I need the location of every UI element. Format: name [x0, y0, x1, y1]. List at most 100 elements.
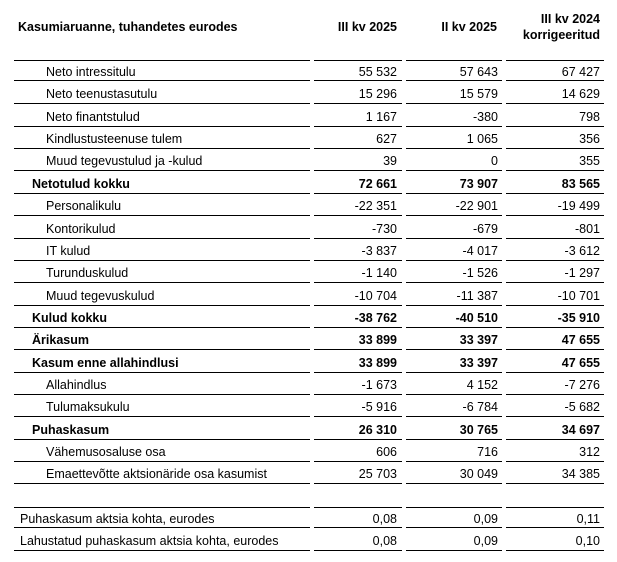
table-row: Muud tegevustulud ja -kulud 39 0 355	[14, 150, 604, 172]
row-label: Personalikulu	[14, 195, 310, 217]
cell-value: 0,09	[406, 507, 502, 528]
cell-value: 0,08	[314, 507, 402, 528]
row-label: Tulumaksukulu	[14, 396, 310, 418]
cell-value: -11 387	[406, 285, 502, 306]
row-label: Kontorikulud	[14, 218, 310, 239]
cell-value: 72 661	[314, 173, 402, 194]
row-label: Neto teenustasutulu	[14, 83, 310, 105]
table-row: Kindlustusteenuse tulem 627 1 065 356	[14, 128, 604, 150]
cell-value: 47 655	[506, 329, 604, 351]
row-label: IT kulud	[14, 240, 310, 261]
table-row: Netotulud kokku 72 661 73 907 83 565	[14, 173, 604, 195]
table-row: Kontorikulud -730 -679 -801	[14, 218, 604, 240]
cell-value: 1 065	[406, 128, 502, 150]
cell-value: -6 784	[406, 396, 502, 418]
cell-value: 33 899	[314, 329, 402, 351]
cell-value: -1 673	[314, 374, 402, 395]
row-label: Neto finantstulud	[14, 106, 310, 127]
cell-value: -380	[406, 106, 502, 127]
row-label: Muud tegevuskulud	[14, 285, 310, 306]
table-row: Puhaskasum aktsia kohta, eurodes 0,08 0,09…	[14, 507, 604, 530]
table-row: Neto intressitulu 55 532 57 643 67 427	[14, 60, 604, 83]
row-label: Lahustatud puhaskasum aktsia kohta, euro…	[14, 530, 310, 551]
cell-value: 33 397	[406, 352, 502, 373]
cell-value: 1 167	[314, 106, 402, 127]
cell-value: -5 916	[314, 396, 402, 418]
cell-value: 33 899	[314, 352, 402, 373]
row-label: Turunduskulud	[14, 262, 310, 284]
cell-value: 47 655	[506, 352, 604, 373]
cell-value: -40 510	[406, 307, 502, 328]
cell-value: 73 907	[406, 173, 502, 194]
column-header: II kv 2025	[441, 20, 497, 34]
cell-value: -4 017	[406, 240, 502, 261]
cell-value: -5 682	[506, 396, 604, 418]
cell-value: -679	[406, 218, 502, 239]
row-label: Muud tegevustulud ja -kulud	[14, 150, 310, 172]
row-label: Kulud kokku	[14, 307, 310, 328]
table-row: Puhaskasum 26 310 30 765 34 697	[14, 419, 604, 441]
cell-value: 14 629	[506, 83, 604, 105]
table-row: Muud tegevuskulud -10 704 -11 387 -10 701	[14, 285, 604, 307]
cell-value: -22 351	[314, 195, 402, 217]
table-row: Kasum enne allahindlusi 33 899 33 397 47 65…	[14, 352, 604, 374]
cell-value: 55 532	[314, 60, 402, 81]
cell-value: 39	[314, 150, 402, 172]
row-label: Emaettevõtte aktsionäride osa kasumist	[14, 463, 310, 485]
cell-value: 57 643	[406, 60, 502, 81]
cell-value: -1 526	[406, 262, 502, 284]
cell-value: 30 765	[406, 419, 502, 440]
cell-value: 34 697	[506, 419, 604, 440]
cell-value: -3 612	[506, 240, 604, 261]
row-label: Ärikasum	[14, 329, 310, 351]
cell-value: -38 762	[314, 307, 402, 328]
cell-value: -7 276	[506, 374, 604, 395]
cell-value: -10 701	[506, 285, 604, 306]
cell-value: 83 565	[506, 173, 604, 194]
row-label: Allahindlus	[14, 374, 310, 395]
cell-value: 33 397	[406, 329, 502, 351]
table-row: Personalikulu -22 351 -22 901 -19 499	[14, 195, 604, 217]
column-header: korrigeeritud	[522, 28, 600, 42]
cell-value: -22 901	[406, 195, 502, 217]
cell-value: 4 152	[406, 374, 502, 395]
cell-value: 0,10	[506, 530, 604, 551]
table-row: Allahindlus -1 673 4 152 -7 276	[14, 374, 604, 396]
row-label: Puhaskasum	[14, 419, 310, 440]
table-row: Lahustatud puhaskasum aktsia kohta, euro…	[14, 530, 604, 552]
table-title: Kasumiaruanne, tuhandetes eurodes	[18, 20, 238, 34]
cell-value: -1 140	[314, 262, 402, 284]
row-label: Kasum enne allahindlusi	[14, 352, 310, 373]
column-header: III kv 2024	[540, 12, 600, 26]
cell-value: 798	[506, 106, 604, 127]
cell-value: 356	[506, 128, 604, 150]
cell-value: 30 049	[406, 463, 502, 485]
table-row: Vähemusosaluse osa 606 716 312	[14, 441, 604, 463]
row-label: Puhaskasum aktsia kohta, eurodes	[14, 507, 310, 528]
cell-value: -35 910	[506, 307, 604, 328]
row-label: Netotulud kokku	[14, 173, 310, 194]
cell-value: -10 704	[314, 285, 402, 306]
cell-value: 25 703	[314, 463, 402, 485]
cell-value: -3 837	[314, 240, 402, 261]
table-row: Neto teenustasutulu 15 296 15 579 14 629	[14, 83, 604, 105]
cell-value: 67 427	[506, 60, 604, 81]
row-label: Vähemusosaluse osa	[14, 441, 310, 462]
cell-value: -730	[314, 218, 402, 239]
cell-value: -1 297	[506, 262, 604, 284]
cell-value: 0,09	[406, 530, 502, 551]
table-row: Emaettevõtte aktsionäride osa kasumist 25…	[14, 463, 604, 485]
cell-value: 0,08	[314, 530, 402, 551]
table-row: Tulumaksukulu -5 916 -6 784 -5 682	[14, 396, 604, 418]
cell-value: -801	[506, 218, 604, 239]
cell-value: 312	[506, 441, 604, 462]
table-row: Neto finantstulud 1 167 -380 798	[14, 106, 604, 128]
cell-value: 716	[406, 441, 502, 462]
table-row: IT kulud -3 837 -4 017 -3 612	[14, 240, 604, 262]
cell-value: 15 296	[314, 83, 402, 105]
row-label: Neto intressitulu	[14, 60, 310, 81]
cell-value: 0,11	[506, 507, 604, 528]
column-header: III kv 2025	[337, 20, 397, 34]
cell-value: 0	[406, 150, 502, 172]
